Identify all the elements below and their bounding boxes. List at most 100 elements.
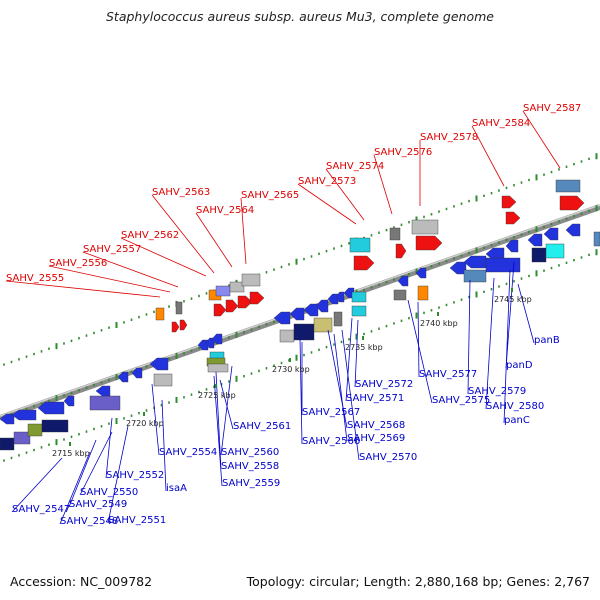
gene-label: SAHV_2554 <box>159 447 217 458</box>
gene-arrow <box>335 291 345 303</box>
gene-block <box>89 395 121 411</box>
label-leader <box>467 279 471 395</box>
label-leader <box>120 237 207 277</box>
gene-block <box>279 329 295 343</box>
gene-arrow <box>225 299 239 313</box>
gene-label: SAHV_2575 <box>432 395 490 406</box>
gene-label: SAHV_2570 <box>359 452 417 463</box>
gene-block <box>393 289 407 301</box>
label-leader <box>11 457 63 513</box>
label-leader <box>522 110 561 169</box>
gene-label: SAHV_2579 <box>468 386 526 397</box>
label-leader <box>297 183 357 225</box>
gene-arrow <box>505 239 519 253</box>
label-leader <box>219 379 234 430</box>
gene-label: panC <box>504 415 530 426</box>
label-leader <box>82 251 179 288</box>
gene-label: SAHV_2578 <box>420 132 478 143</box>
gene-block <box>27 423 43 437</box>
gene-label: SAHV_2555 <box>6 273 64 284</box>
gene-label: SAHV_2557 <box>83 244 141 255</box>
gene-block <box>207 363 229 373</box>
label-leader <box>161 399 167 492</box>
gene-arrow <box>565 223 581 237</box>
gene-block <box>313 317 333 333</box>
gene-block <box>545 243 565 259</box>
gene-label: SAHV_2551 <box>108 515 166 526</box>
gene-label: SAHV_2568 <box>347 420 405 431</box>
gene-block <box>531 247 547 263</box>
gene-block <box>417 285 429 301</box>
gene-arrow <box>0 413 15 425</box>
gene-block <box>333 311 343 327</box>
gene-label: SAHV_2567 <box>302 407 360 418</box>
gene-block <box>155 307 165 321</box>
label-leader <box>79 431 113 496</box>
gene-label: SAHV_2566 <box>302 436 360 447</box>
label-leader <box>59 451 91 525</box>
gene-block <box>389 227 401 241</box>
gene-arrow <box>205 337 215 349</box>
gene-arrow <box>197 339 209 351</box>
position-ruler: 2715 kbp 2720 kbp 2725 kbp 2730 kbp 2735 kbp… <box>52 288 532 458</box>
gene-arrow <box>289 307 305 321</box>
kbp-label: 2725 kbp <box>198 391 236 400</box>
gene-arrow <box>463 255 487 269</box>
gene-label: SAHV_2548 <box>60 516 118 527</box>
gene-label: SAHV_2584 <box>472 118 530 129</box>
gene-arrow <box>559 195 585 211</box>
gene-arrow <box>527 233 543 247</box>
gene-label: SAHV_2569 <box>347 433 405 444</box>
gene-label: panD <box>506 360 533 371</box>
gene-label: SAHV_2571 <box>346 393 404 404</box>
gene-label: SAHV_2559 <box>222 478 280 489</box>
gene-arrow <box>211 333 223 345</box>
gene-arrow <box>11 409 37 421</box>
label-leader <box>48 265 171 293</box>
gene-arrow <box>37 401 65 415</box>
gene-block <box>175 301 183 315</box>
gene-label: SAHV_2577 <box>419 369 477 380</box>
gene-block <box>215 285 231 297</box>
kbp-label: 2715 kbp <box>52 449 90 458</box>
genome-summary-text: Topology: circular; Length: 2,880,168 bp… <box>246 574 590 589</box>
label-leader <box>240 197 247 265</box>
gene-arrow <box>501 195 517 209</box>
kbp-label: 2720 kbp <box>126 419 164 428</box>
gene-label: SAHV_2565 <box>241 190 299 201</box>
gene-arrow <box>179 319 188 331</box>
gene-arrow <box>95 385 111 397</box>
label-leader <box>503 269 511 424</box>
gene-block <box>593 231 600 247</box>
gene-label: SAHV_2580 <box>486 401 544 412</box>
label-leader <box>373 154 393 215</box>
label-leader <box>299 337 303 445</box>
gene-block <box>351 291 367 303</box>
gene-arrow <box>237 295 253 309</box>
gene-label: SAHV_2576 <box>374 147 432 158</box>
gene-block <box>463 269 487 283</box>
gene-block <box>485 257 521 273</box>
gene-arrow <box>327 293 339 305</box>
label-leader <box>195 212 233 268</box>
label-leader <box>345 317 353 402</box>
gene-block <box>0 437 15 451</box>
label-leader <box>151 194 215 274</box>
gene-label: SAHV_2560 <box>221 447 279 458</box>
gene-block <box>153 373 173 387</box>
gene-arrow <box>149 357 169 371</box>
gene-arrow <box>543 227 559 241</box>
label-leader <box>215 371 222 470</box>
accession-text: Accession: NC_009782 <box>10 574 153 589</box>
gene-label: SAHV_2564 <box>196 205 254 216</box>
label-leader <box>517 283 535 344</box>
gene-label: SAHV_2558 <box>221 461 279 472</box>
gene-block <box>13 431 31 445</box>
kbp-label: 2735 kbp <box>345 343 383 352</box>
gene-arrow <box>449 261 467 275</box>
label-leader <box>485 277 495 410</box>
gene-label: panB <box>534 335 560 346</box>
gene-arrow <box>273 311 291 325</box>
gene-arrow <box>397 275 409 287</box>
kbp-label: 2745 kbp <box>494 295 532 304</box>
